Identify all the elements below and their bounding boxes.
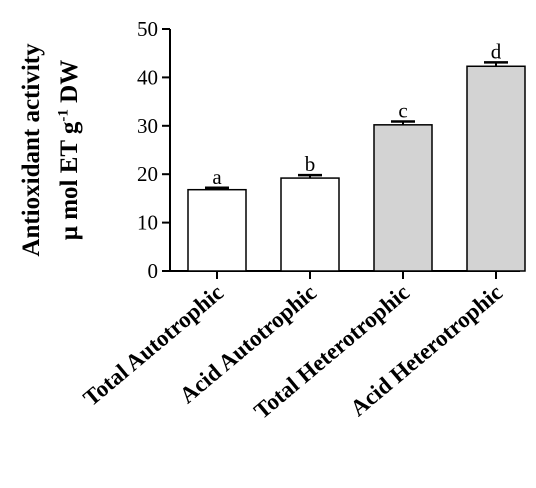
y-tick-label: 10 xyxy=(137,211,158,235)
y-tick-label: 30 xyxy=(137,114,158,138)
bar xyxy=(466,65,526,272)
x-tick-label: Acid Heterotrophic xyxy=(345,280,507,421)
bar xyxy=(280,177,340,272)
y-tick-label: 50 xyxy=(137,17,158,41)
significance-letter: d xyxy=(491,39,502,63)
bar xyxy=(373,124,433,272)
significance-letter: b xyxy=(305,152,316,176)
significance-letter: c xyxy=(398,98,407,122)
x-tick-label: Total Heterotrophic xyxy=(249,280,414,424)
y-tick-label: 0 xyxy=(148,259,159,283)
y-tick-label: 20 xyxy=(137,162,158,186)
y-tick-label: 40 xyxy=(137,65,158,89)
significance-letter: a xyxy=(212,165,222,189)
bar xyxy=(187,188,247,272)
